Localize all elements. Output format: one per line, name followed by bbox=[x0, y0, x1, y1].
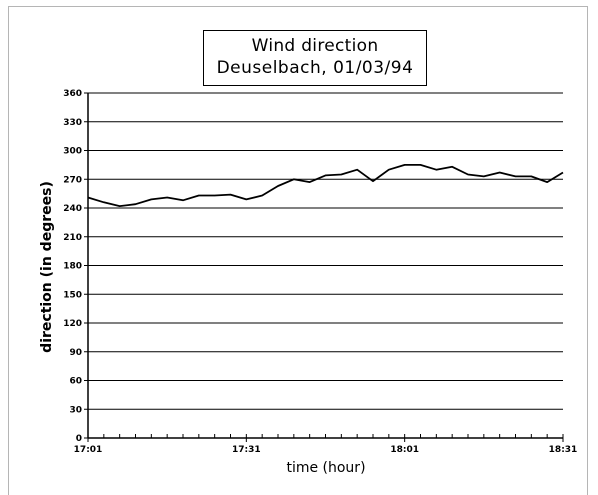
x-tick-label: 18:31 bbox=[549, 445, 578, 455]
chart-subtitle: Deuselbach, 01/03/94 bbox=[216, 58, 414, 78]
x-axis-label: time (hour) bbox=[286, 460, 365, 476]
y-axis-label: direction (in degrees) bbox=[39, 181, 55, 353]
y-tick-label: 60 bbox=[69, 377, 82, 387]
y-tick-label: 180 bbox=[63, 262, 82, 272]
y-tick-label: 330 bbox=[63, 118, 82, 128]
y-tick-label: 300 bbox=[63, 147, 82, 157]
series-line bbox=[87, 163, 564, 208]
y-tick-label: 270 bbox=[63, 175, 82, 185]
y-tick-label: 120 bbox=[63, 319, 82, 329]
x-axis-ticks: 17:01 17:31 18:01 18:31 bbox=[74, 434, 578, 455]
x-tick-label: 18:01 bbox=[390, 445, 419, 455]
y-tick-label: 240 bbox=[63, 204, 82, 214]
y-tick-label: 150 bbox=[63, 290, 82, 300]
chart-frame bbox=[8, 6, 588, 495]
y-tick-label: 360 bbox=[63, 89, 82, 99]
chart-title: Wind direction bbox=[251, 36, 379, 56]
y-axis-ticks: 0 30 60 90 120 150 180 210 240 270 300 330 360 bbox=[63, 89, 88, 444]
y-tick-label: 210 bbox=[63, 233, 82, 243]
gridlines bbox=[88, 92, 563, 410]
y-tick-label: 90 bbox=[69, 348, 82, 358]
x-tick-label: 17:31 bbox=[232, 445, 261, 455]
chart-title-box: Wind direction Deuselbach, 01/03/94 bbox=[203, 30, 427, 86]
x-tick-label: 17:01 bbox=[74, 445, 103, 455]
series-group bbox=[87, 163, 564, 208]
y-tick-label: 0 bbox=[76, 434, 82, 444]
y-tick-label: 30 bbox=[69, 405, 82, 415]
